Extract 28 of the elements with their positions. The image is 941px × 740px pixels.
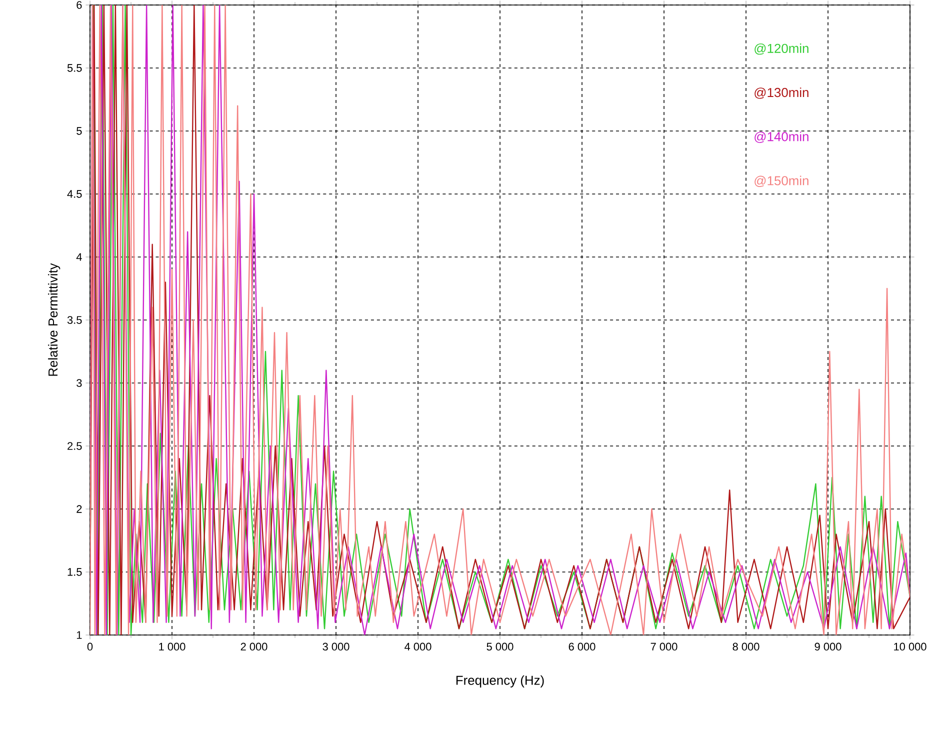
y-tick-label: 1.5 <box>68 568 82 576</box>
text: @130min <box>754 88 808 99</box>
x-tick-label: 2 000 <box>240 642 268 651</box>
y-tick-label: 3 <box>76 379 82 387</box>
x-tick-label: 6 000 <box>568 642 596 651</box>
x-tick-label: 7 000 <box>650 642 678 651</box>
x-tick-label: 4 000 <box>404 642 432 651</box>
y-tick-label: 2 <box>76 505 82 513</box>
text: @140min <box>754 132 808 143</box>
x-tick-label: 9 000 <box>814 642 842 651</box>
x-tick-label: 5 000 <box>486 642 514 651</box>
x-tick-label: 10 000 <box>894 642 926 651</box>
text: @120min <box>754 44 808 55</box>
y-tick-label: 3.5 <box>67 316 82 324</box>
y-tick-label: 4.5 <box>67 190 82 198</box>
y-tick-label: 5 <box>76 127 82 135</box>
y-tick-label: 5.5 <box>67 64 82 72</box>
text: @150min <box>754 176 808 187</box>
x-tick-label: 3 000 <box>322 642 350 651</box>
y-tick-label: 4 <box>76 253 82 261</box>
x-axis-title: Frequency (Hz) <box>456 675 544 688</box>
y-tick-label: 6 <box>76 1 82 9</box>
y-tick-label: 2.5 <box>68 442 82 450</box>
x-tick-label: 8 000 <box>732 642 760 651</box>
y-axis-title: Relative Permittivity <box>48 263 60 376</box>
x-tick-label: 1 000 <box>159 642 186 651</box>
x-tick-label: 0 <box>87 642 93 651</box>
y-tick-label: 1 <box>76 631 82 639</box>
